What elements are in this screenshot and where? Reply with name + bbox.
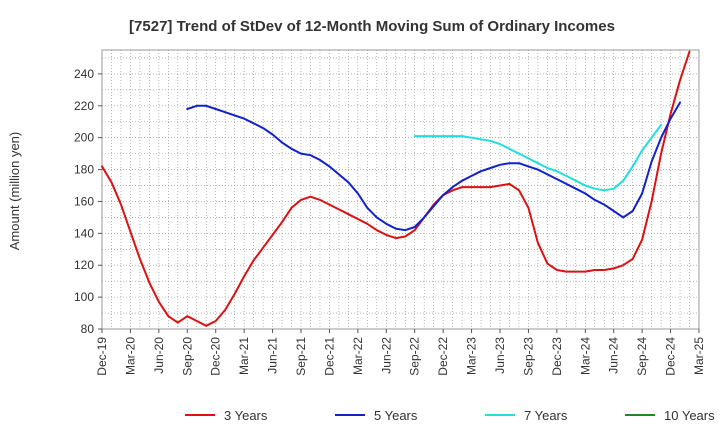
y-tick-label: 100 bbox=[74, 290, 94, 304]
x-tick-label: Mar-22 bbox=[351, 337, 365, 375]
x-tick-label: Sep-22 bbox=[408, 337, 422, 376]
x-tick-label: Sep-23 bbox=[521, 337, 535, 376]
x-tick-label: Dec-21 bbox=[322, 337, 336, 376]
x-tick-label: Sep-20 bbox=[180, 337, 194, 376]
series-line-7-years bbox=[413, 123, 663, 192]
y-tick-label: 120 bbox=[74, 258, 94, 272]
x-tick-label: Jun-22 bbox=[379, 337, 393, 374]
chart-title: [7527] Trend of StDev of 12-Month Moving… bbox=[129, 18, 615, 35]
x-tick-label: Jun-23 bbox=[493, 337, 507, 374]
series-line-5-years bbox=[186, 101, 681, 232]
x-tick-label: Mar-21 bbox=[237, 337, 251, 375]
x-tick-label: Sep-21 bbox=[294, 337, 308, 376]
x-tick-label: Dec-20 bbox=[209, 337, 223, 376]
x-tick-label: Sep-24 bbox=[635, 337, 649, 376]
series-line-3-years bbox=[101, 50, 691, 327]
legend-label: 10 Years bbox=[664, 408, 715, 423]
y-axis-ticks: 80 100 120 140 160 180 200 220 240 bbox=[74, 67, 102, 336]
x-tick-label: Mar-20 bbox=[123, 337, 137, 375]
legend: 3 Years 5 Years 7 Years 10 Years bbox=[185, 408, 715, 423]
y-tick-label: 220 bbox=[74, 99, 94, 113]
x-tick-label: Jun-24 bbox=[607, 337, 621, 374]
x-axis-ticks: Dec-19 Mar-20 Jun-20 Sep-20 Dec-20 Mar-21 Jun-… bbox=[95, 329, 706, 376]
y-tick-label: 200 bbox=[74, 131, 94, 145]
legend-label: 7 Years bbox=[524, 408, 568, 423]
legend-label: 3 Years bbox=[224, 408, 268, 423]
x-tick-label: Mar-25 bbox=[692, 337, 706, 375]
x-tick-label: Jun-20 bbox=[152, 337, 166, 374]
x-tick-label: Mar-23 bbox=[465, 337, 479, 375]
x-tick-label: Dec-24 bbox=[664, 337, 678, 376]
y-tick-label: 240 bbox=[74, 67, 94, 81]
x-tick-label: Jun-21 bbox=[266, 337, 280, 374]
x-tick-label: Mar-24 bbox=[578, 337, 592, 375]
y-tick-label: 180 bbox=[74, 163, 94, 177]
x-tick-label: Dec-19 bbox=[95, 337, 109, 376]
y-tick-label: 80 bbox=[81, 322, 95, 336]
y-tick-label: 140 bbox=[74, 226, 94, 240]
x-tick-label: Dec-22 bbox=[436, 337, 450, 376]
x-tick-label: Dec-23 bbox=[550, 337, 564, 376]
y-axis-label: Amount (million yen) bbox=[7, 132, 22, 251]
series-lines bbox=[101, 50, 691, 327]
legend-label: 5 Years bbox=[374, 408, 418, 423]
y-tick-label: 160 bbox=[74, 194, 94, 208]
